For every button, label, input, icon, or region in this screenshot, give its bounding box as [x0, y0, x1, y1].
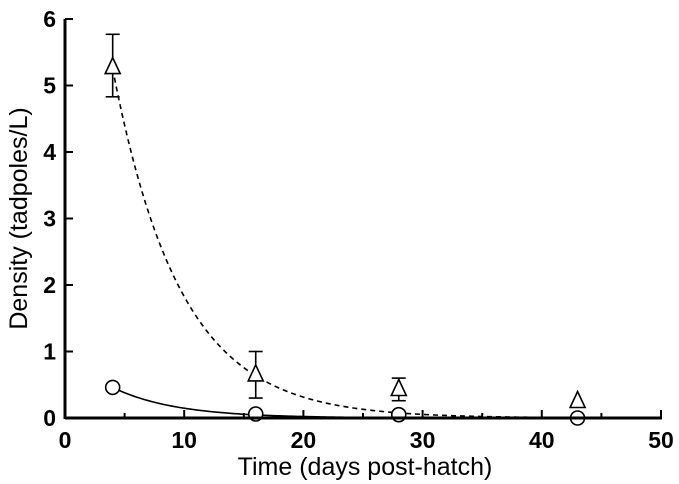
y-tick-label: 5 — [43, 73, 56, 99]
fit-curve-triangle — [111, 68, 578, 419]
y-tick-label: 0 — [43, 405, 56, 431]
y-tick-label: 4 — [43, 139, 56, 165]
fit-lines — [111, 68, 578, 419]
triangle-marker — [390, 377, 408, 397]
y-tick-label: 2 — [43, 272, 56, 298]
x-tick-label: 20 — [291, 427, 317, 453]
data-points — [103, 33, 587, 426]
triangle-marker — [103, 55, 122, 75]
x-tick-label: 50 — [648, 427, 674, 453]
circle-marker — [390, 406, 407, 423]
fit-curve-circle — [112, 386, 578, 419]
y-tick-label: 3 — [43, 206, 56, 232]
x-tick-label: 40 — [529, 427, 555, 453]
triangle-marker — [246, 363, 265, 382]
y-tick-label: 1 — [43, 339, 56, 365]
y-tick-label: 6 — [43, 6, 56, 32]
x-tick-label: 0 — [59, 427, 72, 453]
x-tick-label: 30 — [410, 427, 436, 453]
y-axis-title: Density (tadpoles/L) — [5, 107, 33, 329]
x-axis-title: Time (days post-hatch) — [238, 453, 493, 481]
axes: 0 10 20 30 40 50 0 1 2 3 4 5 6 — [43, 6, 674, 453]
x-tick-label: 10 — [171, 427, 197, 453]
triangle-marker — [568, 389, 587, 409]
circle-marker — [104, 379, 121, 396]
